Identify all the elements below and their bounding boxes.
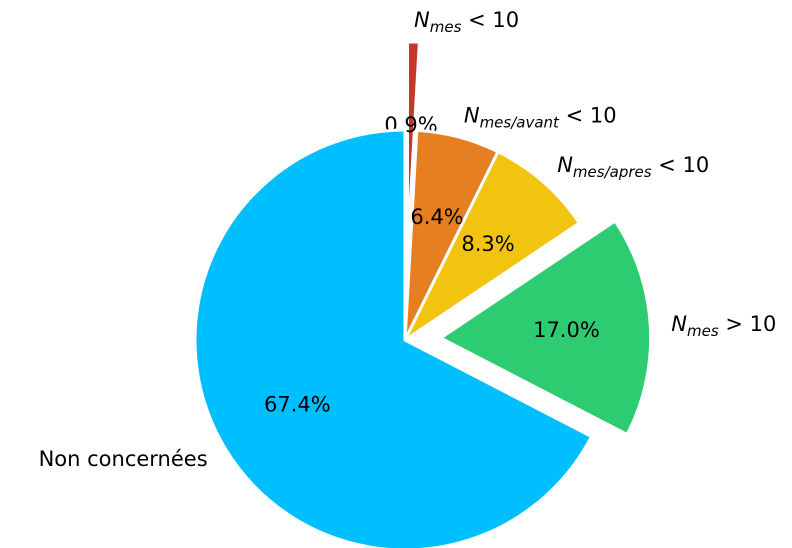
category-label: Non concernées <box>39 447 208 471</box>
label-subscript: mes/avant <box>480 113 560 131</box>
label-relation: < 10 <box>461 8 519 32</box>
pie-slice <box>193 128 594 548</box>
label-subscript: mes <box>687 321 719 339</box>
label-text: Non concernées <box>39 447 208 471</box>
label-relation: > 10 <box>719 312 777 336</box>
label-text: N <box>464 104 480 128</box>
category-label: Nmes/avant < 10 <box>464 104 617 131</box>
pie-slice <box>401 149 582 345</box>
pie-slice <box>405 40 421 252</box>
label-subscript: mes <box>430 17 462 35</box>
label-relation: < 10 <box>652 153 710 177</box>
percent-label: 6.4% <box>410 205 463 229</box>
label-relation: < 10 <box>559 104 617 128</box>
label-text: N <box>671 312 687 336</box>
percent-label: 67.4% <box>264 392 331 416</box>
percent-label: 8.3% <box>461 232 514 256</box>
category-label: Nmes > 10 <box>671 312 776 340</box>
category-label: Nmes < 10 <box>414 8 519 36</box>
pie-slice <box>437 218 653 437</box>
label-text: N <box>557 153 573 177</box>
percent-label: 17.0% <box>533 318 600 342</box>
label-subscript: mes/apres <box>573 163 652 181</box>
category-label: Nmes/apres < 10 <box>557 153 709 181</box>
label-text: N <box>414 8 430 32</box>
